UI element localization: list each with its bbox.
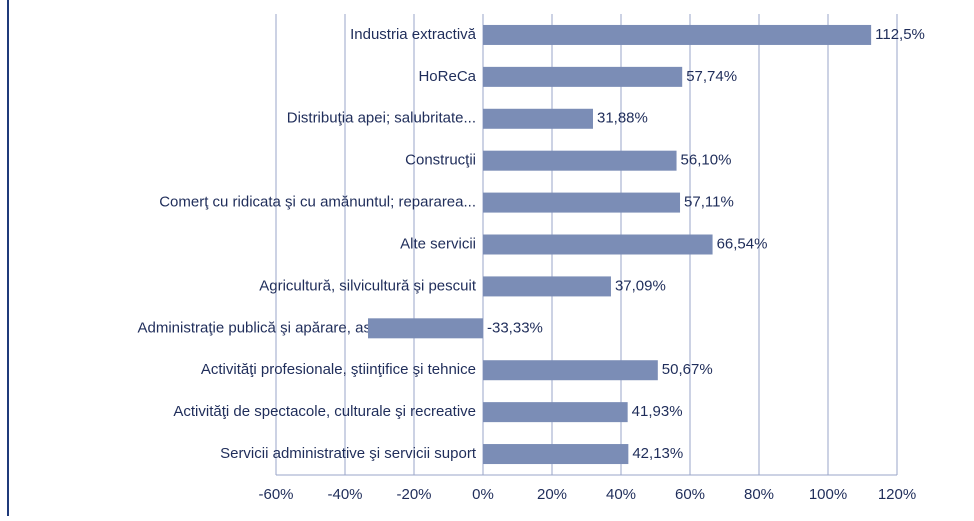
bar bbox=[483, 192, 681, 213]
x-tick-label: -20% bbox=[396, 486, 431, 503]
value-label: 41,93% bbox=[632, 403, 683, 420]
value-label: 37,09% bbox=[615, 277, 666, 294]
value-label: 56,10% bbox=[681, 152, 732, 169]
bar bbox=[483, 276, 611, 297]
y-tick-label: HoReCa bbox=[418, 68, 476, 85]
value-label: 42,13% bbox=[632, 445, 683, 462]
value-label: 57,74% bbox=[686, 68, 737, 85]
x-tick-label: 60% bbox=[675, 486, 705, 503]
x-tick-label: 120% bbox=[878, 486, 916, 503]
y-tick-label: Servicii administrative şi servicii supo… bbox=[220, 445, 477, 462]
y-tick-label: Comerţ cu ridicata şi cu amănuntul; repa… bbox=[159, 194, 476, 211]
bar bbox=[483, 234, 713, 255]
value-label: 66,54% bbox=[717, 235, 768, 252]
bar bbox=[483, 444, 629, 465]
x-tick-label: 80% bbox=[744, 486, 774, 503]
bar bbox=[483, 66, 683, 87]
bar bbox=[483, 150, 677, 171]
bar bbox=[483, 402, 628, 423]
value-label: 112,5% bbox=[875, 26, 925, 43]
x-tick-label: 100% bbox=[809, 486, 847, 503]
y-tick-label: Activităţi profesionale, ştiinţifice şi … bbox=[201, 361, 476, 378]
y-tick-label: Activităţi de spectacole, culturale şi r… bbox=[173, 403, 476, 420]
x-tick-label: -60% bbox=[258, 486, 293, 503]
y-tick-label: Industria extractivă bbox=[350, 26, 477, 43]
x-tick-label: 20% bbox=[537, 486, 567, 503]
y-tick-label: Alte servicii bbox=[400, 235, 476, 252]
y-tick-label: Construcţii bbox=[405, 152, 476, 169]
bar bbox=[368, 318, 483, 339]
value-label: 50,67% bbox=[662, 361, 713, 378]
x-tick-label: 0% bbox=[472, 486, 494, 503]
value-label: -33,33% bbox=[487, 319, 543, 336]
y-tick-label: Distribuţia apei; salubritate... bbox=[287, 110, 476, 127]
x-tick-label: -40% bbox=[327, 486, 362, 503]
y-tick-label: Agricultură, silvicultură şi pescuit bbox=[259, 277, 477, 294]
value-label: 57,11% bbox=[684, 194, 734, 211]
x-tick-label: 40% bbox=[606, 486, 636, 503]
bar bbox=[483, 108, 593, 129]
value-label: 31,88% bbox=[597, 110, 648, 127]
bar bbox=[483, 360, 658, 381]
bar bbox=[483, 24, 872, 45]
